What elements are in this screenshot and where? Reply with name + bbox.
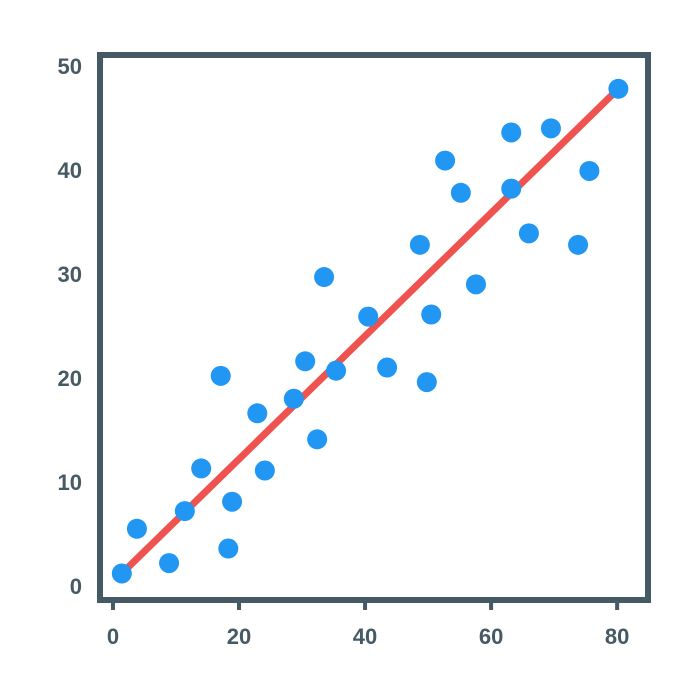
point	[218, 538, 239, 559]
y-tick-label: 10	[58, 470, 82, 495]
point	[222, 491, 243, 512]
y-tick-label: 0	[70, 574, 82, 599]
y-tick-label: 40	[58, 158, 82, 183]
point	[465, 274, 486, 295]
y-tick-label: 20	[58, 366, 82, 391]
point	[314, 267, 335, 288]
point	[540, 118, 561, 139]
x-tick-label: 20	[227, 624, 251, 649]
point	[435, 150, 456, 171]
point	[283, 388, 304, 409]
fit-line	[118, 85, 622, 577]
point	[295, 351, 316, 372]
point	[326, 360, 347, 381]
point	[126, 518, 147, 539]
x-tick-label: 60	[479, 624, 503, 649]
point	[191, 458, 212, 479]
point	[159, 553, 180, 574]
point	[358, 306, 379, 327]
y-tick-label: 30	[58, 262, 82, 287]
point	[210, 365, 231, 386]
plot-frame	[97, 52, 651, 603]
point	[307, 429, 328, 450]
point	[518, 223, 539, 244]
point	[416, 372, 437, 393]
point	[254, 460, 275, 481]
point	[111, 563, 132, 584]
y-tick-label: 50	[58, 54, 82, 79]
point	[409, 234, 430, 255]
x-tick-label: 40	[353, 624, 377, 649]
point	[247, 403, 268, 424]
point	[421, 304, 442, 325]
point	[608, 78, 629, 99]
point	[377, 357, 398, 378]
x-tick-label: 80	[605, 624, 629, 649]
point	[568, 234, 589, 255]
point	[501, 122, 522, 143]
point	[501, 178, 522, 199]
point	[450, 182, 471, 203]
point	[579, 160, 600, 181]
point	[174, 501, 195, 522]
x-tick-label: 0	[107, 624, 119, 649]
